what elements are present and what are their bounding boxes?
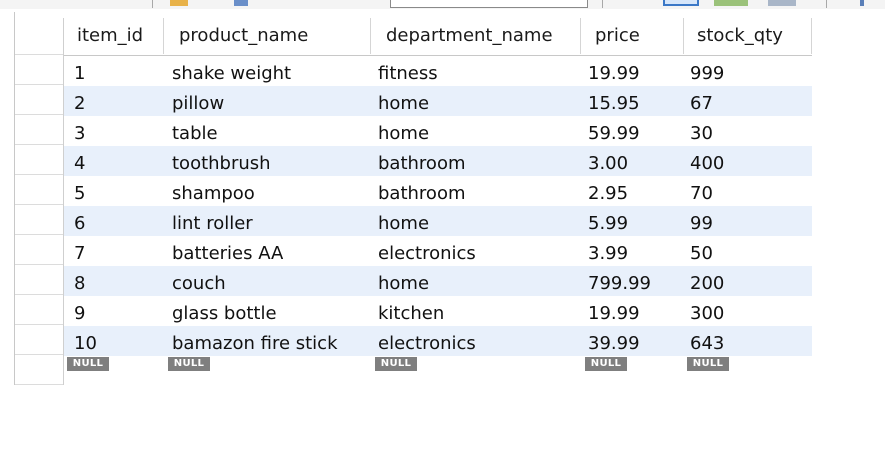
row-selector[interactable] [15,18,63,55]
cell-product-name[interactable]: pillow [172,93,225,114]
cell-product-name[interactable]: glass bottle [172,303,277,324]
row-selector[interactable] [15,145,63,175]
row-selector[interactable] [15,205,63,235]
cell-product-name[interactable]: bamazon fire stick [172,333,338,354]
table-row[interactable]: 10 bamazon fire stick electronics 39.99 643 [64,326,812,356]
toolbar-separator [152,0,153,8]
toolbar-separator [602,0,603,8]
cell-product-name[interactable]: couch [172,273,226,294]
table-row[interactable]: 3 table home 59.99 30 [64,116,812,146]
cell-stock-qty[interactable]: 70 [690,183,713,204]
grid-border [14,12,15,385]
empty-panel [0,386,885,470]
cell-product-name[interactable]: toothbrush [172,153,271,174]
cell-product-name[interactable]: batteries AA [172,243,284,264]
cell-department-name[interactable]: home [378,93,430,114]
header-divider [64,55,812,56]
cell-stock-qty[interactable]: 643 [690,333,725,354]
cell-price[interactable]: 799.99 [588,273,651,294]
cell-item-id[interactable]: 5 [74,183,86,204]
cell-item-id[interactable]: 3 [74,123,86,144]
cell-price[interactable]: 19.99 [588,303,640,324]
cell-department-name[interactable]: fitness [378,63,438,84]
column-header-price[interactable]: price [582,18,684,54]
null-badge-stock-qty[interactable]: NULL [687,357,729,371]
cell-item-id[interactable]: 2 [74,93,86,114]
cell-stock-qty[interactable]: 30 [690,123,713,144]
row-selector[interactable] [15,325,63,355]
result-grid[interactable] [14,12,885,385]
cell-item-id[interactable]: 6 [74,213,86,234]
cell-item-id[interactable]: 4 [74,153,86,174]
toolbar-separator [826,0,827,8]
cell-product-name[interactable]: shake weight [172,63,292,84]
table-row[interactable]: 5 shampoo bathroom 2.95 70 [64,176,812,206]
row-selector[interactable] [15,175,63,205]
row-selector[interactable] [15,55,63,85]
cell-stock-qty[interactable]: 99 [690,213,713,234]
row-selector[interactable] [15,85,63,115]
row-selector[interactable] [15,265,63,295]
cell-department-name[interactable]: kitchen [378,303,445,324]
cell-product-name[interactable]: shampoo [172,183,255,204]
table-row[interactable]: 7 batteries AA electronics 3.99 50 [64,236,812,266]
cell-item-id[interactable]: 8 [74,273,86,294]
cell-item-id[interactable]: 9 [74,303,86,324]
table-row[interactable]: 8 couch home 799.99 200 [64,266,812,296]
cell-price[interactable]: 3.00 [588,153,629,174]
cell-department-name[interactable]: electronics [378,243,476,264]
cell-department-name[interactable]: bathroom [378,153,466,174]
cell-item-id[interactable]: 10 [74,333,97,354]
cell-stock-qty[interactable]: 999 [690,63,725,84]
search-icon[interactable] [234,0,248,6]
cell-item-id[interactable]: 1 [74,63,86,84]
table-row[interactable]: 2 pillow home 15.95 67 [64,86,812,116]
cell-product-name[interactable]: table [172,123,218,144]
cell-department-name[interactable]: bathroom [378,183,466,204]
table-row[interactable]: 6 lint roller home 5.99 99 [64,206,812,236]
cell-item-id[interactable]: 7 [74,243,86,264]
new-row-placeholder[interactable]: NULL NULL NULL NULL NULL [64,355,812,371]
cell-price[interactable]: 15.95 [588,93,640,114]
chevron-icon[interactable] [860,0,864,6]
cell-stock-qty[interactable]: 50 [690,243,713,264]
row-gutter[interactable] [15,18,64,385]
column-header-department-name[interactable]: department_name [372,18,581,54]
cell-price[interactable]: 19.99 [588,63,640,84]
folder-icon[interactable] [170,0,188,6]
cell-product-name[interactable]: lint roller [172,213,253,234]
table-view-icon[interactable] [714,0,748,6]
column-header-stock-qty[interactable]: stock_qty [685,18,812,54]
null-badge-product-name[interactable]: NULL [168,357,210,371]
cell-stock-qty[interactable]: 400 [690,153,725,174]
table-row[interactable]: 1 shake weight fitness 19.99 999 [64,56,812,86]
column-header-product-name[interactable]: product_name [165,18,371,54]
cell-department-name[interactable]: electronics [378,333,476,354]
row-selector[interactable] [15,235,63,265]
cell-stock-qty[interactable]: 200 [690,273,725,294]
null-badge-price[interactable]: NULL [585,357,627,371]
cell-department-name[interactable]: home [378,213,430,234]
filter-input[interactable] [390,0,588,8]
cell-price[interactable]: 5.99 [588,213,629,234]
column-header-item-id[interactable]: item_id [64,18,164,54]
null-badge-department-name[interactable]: NULL [375,357,417,371]
cell-department-name[interactable]: home [378,273,430,294]
cell-price[interactable]: 39.99 [588,333,640,354]
table-row[interactable]: 9 glass bottle kitchen 19.99 300 [64,296,812,326]
row-selector[interactable] [15,355,63,385]
null-badge-item-id[interactable]: NULL [67,357,109,371]
cell-stock-qty[interactable]: 300 [690,303,725,324]
toolbar [0,0,885,9]
cell-price[interactable]: 3.99 [588,243,629,264]
cell-price[interactable]: 59.99 [588,123,640,144]
cell-price[interactable]: 2.95 [588,183,629,204]
table-row[interactable]: 4 toothbrush bathroom 3.00 400 [64,146,812,176]
row-selector[interactable] [15,295,63,325]
cell-stock-qty[interactable]: 67 [690,93,713,114]
form-view-icon[interactable] [768,0,796,6]
cell-department-name[interactable]: home [378,123,430,144]
grid-view-icon[interactable] [663,0,699,6]
row-selector[interactable] [15,115,63,145]
